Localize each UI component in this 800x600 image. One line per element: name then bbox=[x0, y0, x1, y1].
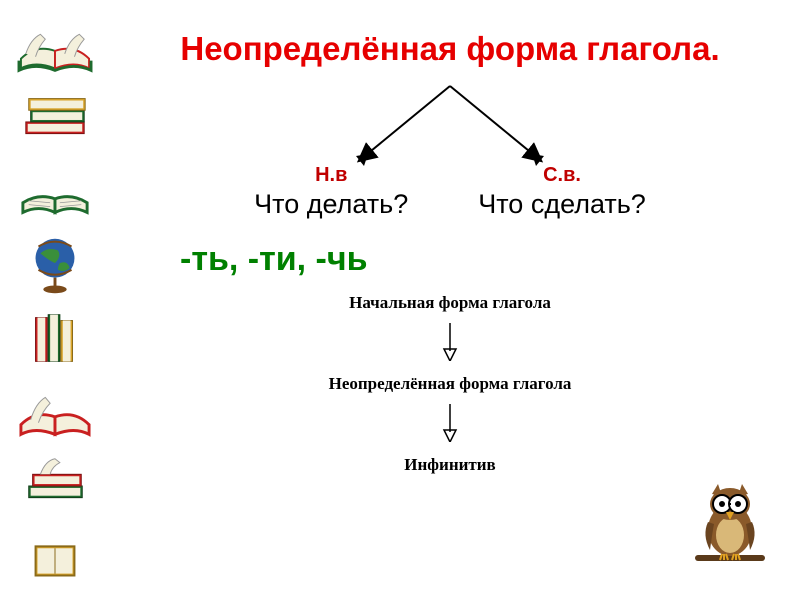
down-arrow-icon bbox=[440, 321, 460, 361]
stacked-books-icon bbox=[10, 83, 100, 151]
branch-right-question: Что сделать? bbox=[478, 189, 646, 220]
branch-left-question: Что делать? bbox=[254, 189, 408, 220]
open-book-icon-2 bbox=[10, 156, 100, 224]
chain-item-2: Неопределённая форма глагола bbox=[120, 374, 780, 394]
open-book-icon-3 bbox=[10, 376, 100, 444]
small-book-icon bbox=[10, 522, 100, 590]
owl-icon bbox=[690, 480, 770, 570]
branch-arrows bbox=[300, 78, 600, 168]
standing-books-icon bbox=[10, 303, 100, 371]
chain-item-3: Инфинитив bbox=[120, 455, 780, 475]
suffixes: -ть, -ти, -чь bbox=[180, 240, 780, 279]
down-arrow-icon bbox=[440, 402, 460, 442]
branch-left: Н.в Что делать? bbox=[254, 164, 408, 220]
open-book-icon bbox=[10, 10, 100, 78]
chain-item-1: Начальная форма глагола bbox=[120, 293, 780, 313]
chain-diagram: Начальная форма глагола Неопределённая ф… bbox=[120, 293, 780, 475]
stacked-books-icon-2 bbox=[10, 449, 100, 517]
branch-right: С.в. Что сделать? bbox=[478, 164, 646, 220]
branch-diagram bbox=[120, 78, 780, 168]
main-content: Неопределённая форма глагола. Н.в Что де… bbox=[120, 30, 780, 475]
page-title: Неопределённая форма глагола. bbox=[120, 30, 780, 68]
branch-row: Н.в Что делать? С.в. Что сделать? bbox=[120, 164, 780, 220]
sidebar-books bbox=[10, 10, 110, 590]
globe-icon bbox=[10, 229, 100, 297]
